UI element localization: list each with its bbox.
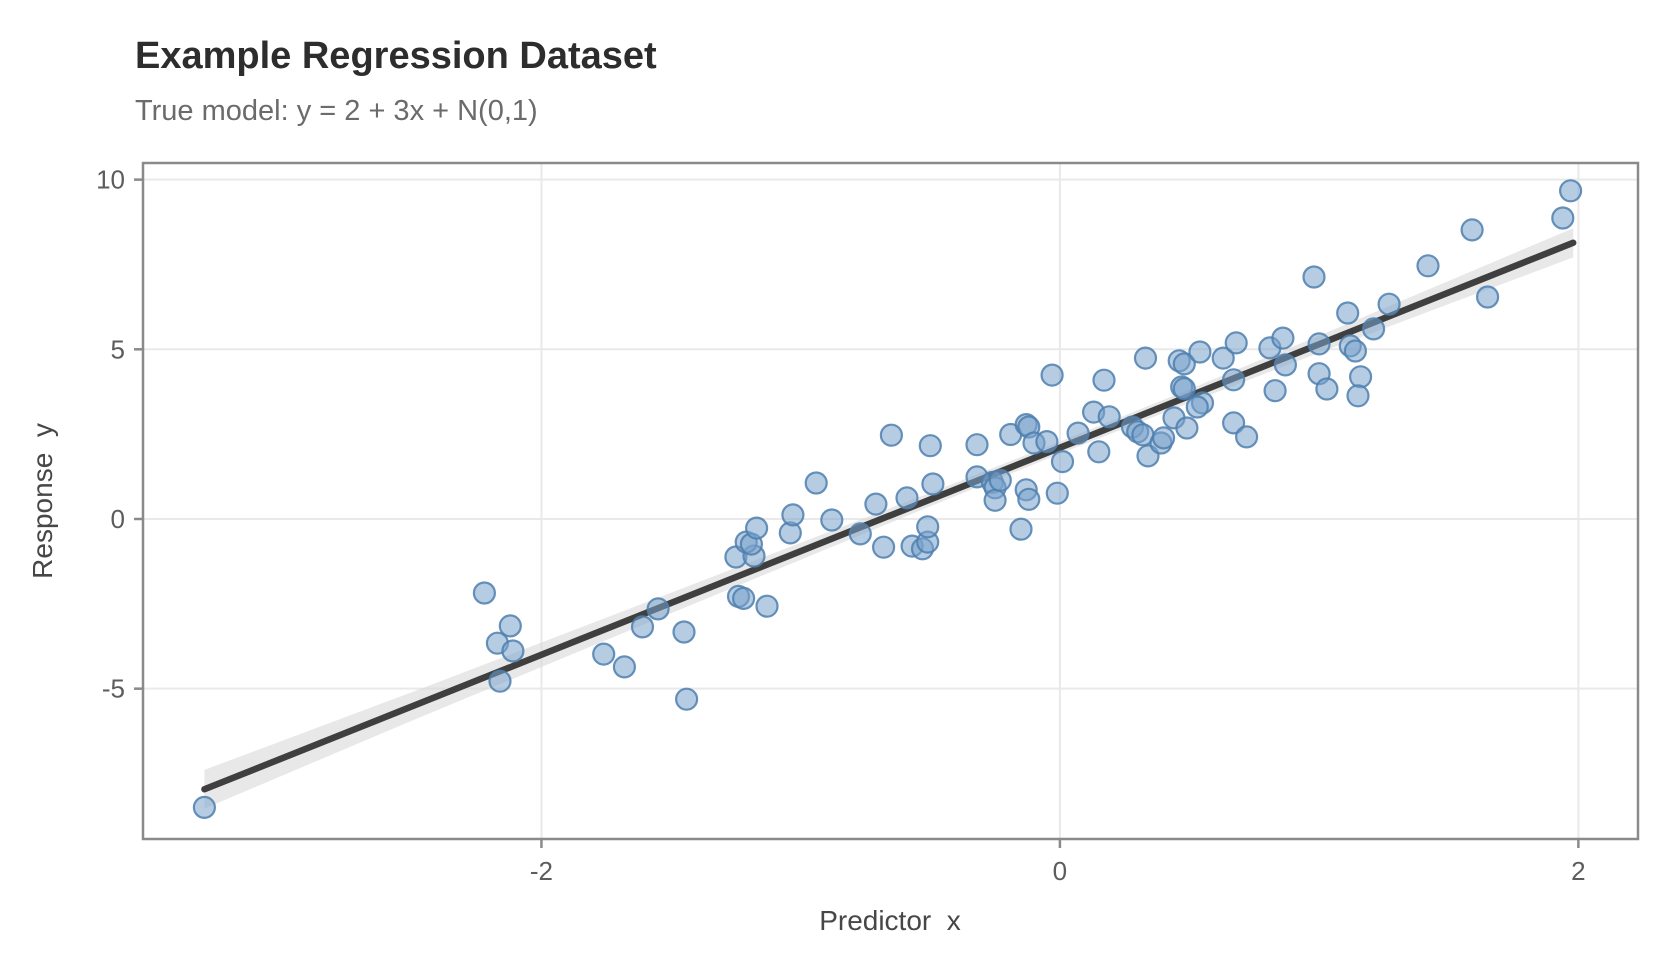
data-point	[472, 581, 496, 605]
panel-border	[141, 161, 1640, 841]
data-point	[1377, 292, 1401, 316]
data-point	[983, 488, 1007, 512]
x-tick-label: 2	[1571, 856, 1585, 886]
data-point	[1172, 377, 1196, 401]
data-point	[921, 472, 945, 496]
axes	[134, 161, 1640, 848]
data-point	[1346, 384, 1370, 408]
data-point	[1224, 331, 1248, 355]
data-point	[1307, 332, 1331, 356]
data-point	[1475, 285, 1500, 309]
data-point	[1040, 363, 1064, 387]
data-point	[1221, 411, 1246, 435]
data-point	[646, 597, 670, 621]
y-tick-label: -5	[102, 674, 125, 704]
data-point	[592, 642, 616, 666]
x-tick-label: -2	[530, 856, 553, 886]
data-point	[1017, 487, 1041, 511]
data-point	[916, 515, 940, 539]
data-point	[879, 423, 904, 447]
data-point	[918, 434, 942, 458]
data-point	[864, 492, 888, 516]
data-point	[1336, 301, 1360, 325]
data-point	[871, 535, 896, 559]
data-point	[1009, 517, 1033, 541]
data-point	[781, 503, 805, 527]
data-point	[1416, 254, 1440, 278]
data-point	[1460, 218, 1484, 242]
data-point	[1551, 206, 1575, 230]
data-point	[1234, 425, 1259, 449]
data-point	[820, 508, 844, 532]
data-point	[1348, 365, 1373, 389]
data-point	[672, 620, 696, 644]
data-point	[1066, 421, 1090, 445]
data-point	[1221, 368, 1246, 392]
y-tick-label: 5	[111, 334, 125, 364]
data-point	[1097, 405, 1121, 429]
data-point	[192, 795, 216, 820]
chart-title: Example Regression Dataset	[135, 35, 657, 77]
data-point	[612, 655, 637, 679]
data-point	[965, 433, 989, 457]
tick-labels: -2 0 2 -5 0 5 10	[96, 165, 1586, 886]
data-point	[1271, 326, 1295, 350]
data-point	[1211, 346, 1235, 370]
data-point	[1315, 377, 1339, 401]
data-point	[1558, 179, 1583, 203]
data-point	[744, 516, 769, 540]
data-point	[1087, 440, 1111, 464]
data-point	[674, 687, 699, 711]
scatter-points	[192, 179, 1583, 820]
data-point	[804, 471, 828, 495]
data-point	[1343, 339, 1368, 363]
data-point	[1045, 481, 1069, 505]
regression-line	[201, 239, 1577, 793]
data-point	[488, 669, 512, 693]
fitted-line	[201, 239, 1577, 793]
data-point	[1035, 430, 1059, 454]
data-point	[848, 522, 872, 546]
data-point	[1172, 352, 1196, 376]
data-point	[630, 615, 655, 639]
data-point	[1185, 395, 1209, 419]
data-point	[1263, 379, 1287, 403]
data-point	[755, 594, 779, 618]
data-point	[1151, 426, 1176, 450]
data-point	[1050, 450, 1075, 474]
data-point	[895, 486, 919, 510]
data-point	[1133, 346, 1158, 370]
data-point	[988, 468, 1012, 492]
data-point	[501, 639, 525, 663]
y-tick-label: 0	[111, 504, 125, 534]
data-point	[731, 586, 756, 611]
data-point	[1273, 353, 1298, 377]
data-point	[498, 614, 522, 638]
data-point	[1361, 317, 1386, 341]
y-axis-label: Response y	[27, 423, 58, 579]
chart-subtitle: True model: y = 2 + 3x + N(0,1)	[135, 95, 538, 127]
x-axis-label: Predictor x	[819, 905, 961, 936]
y-tick-label: 10	[96, 165, 125, 195]
data-point	[1188, 340, 1212, 364]
data-point	[1092, 368, 1116, 392]
data-point	[1302, 265, 1326, 289]
x-tick-label: 0	[1053, 856, 1067, 886]
data-point	[1175, 416, 1199, 440]
